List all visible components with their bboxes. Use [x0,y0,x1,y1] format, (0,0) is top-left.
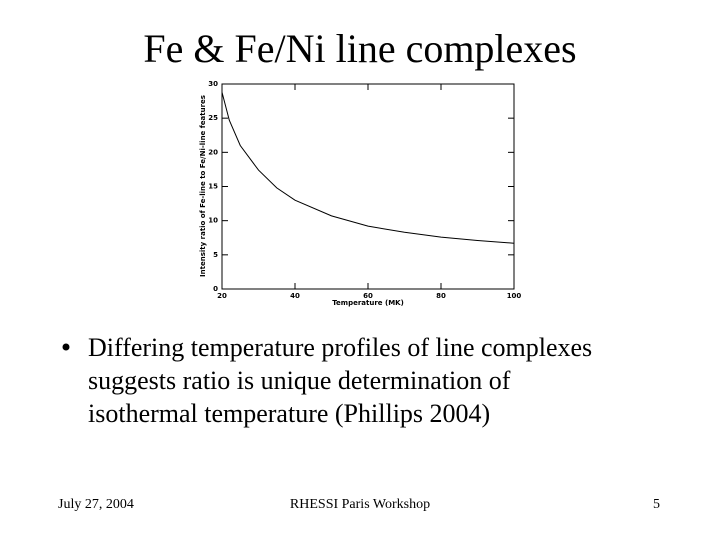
y-axis-label: Intensity ratio of Fe-line to Fe/Ni-line… [199,95,207,277]
y-tick-label: 30 [208,80,218,88]
y-tick-label: 15 [208,183,218,191]
bullet-line: suggests ratio is unique determination o… [88,366,511,395]
x-tick-label: 20 [217,292,227,300]
x-tick-label: 60 [363,292,373,300]
x-tick-label: 80 [436,292,446,300]
y-tick-label: 20 [208,148,218,156]
x-tick-label: 40 [290,292,300,300]
footer-date: July 27, 2004 [58,497,134,512]
x-axis-label: Temperature (MK) [332,299,404,307]
plot-frame [221,83,515,290]
bullet-dot [62,343,70,351]
data-line [221,92,515,244]
footer-event: RHESSI Paris Workshop [290,497,430,512]
bullet-line: isothermal temperature (Phillips 2004) [88,399,490,428]
y-tick-label: 5 [213,251,218,259]
footer-page: 5 [653,497,660,512]
slide-title: Fe & Fe/Ni line complexes [143,26,576,71]
y-tick-label: 25 [208,114,218,122]
y-tick-label: 10 [208,217,218,225]
x-tick-label: 100 [507,292,522,300]
bullet-line: Differing temperature profiles of line c… [88,333,592,362]
y-tick-label: 0 [213,285,218,293]
